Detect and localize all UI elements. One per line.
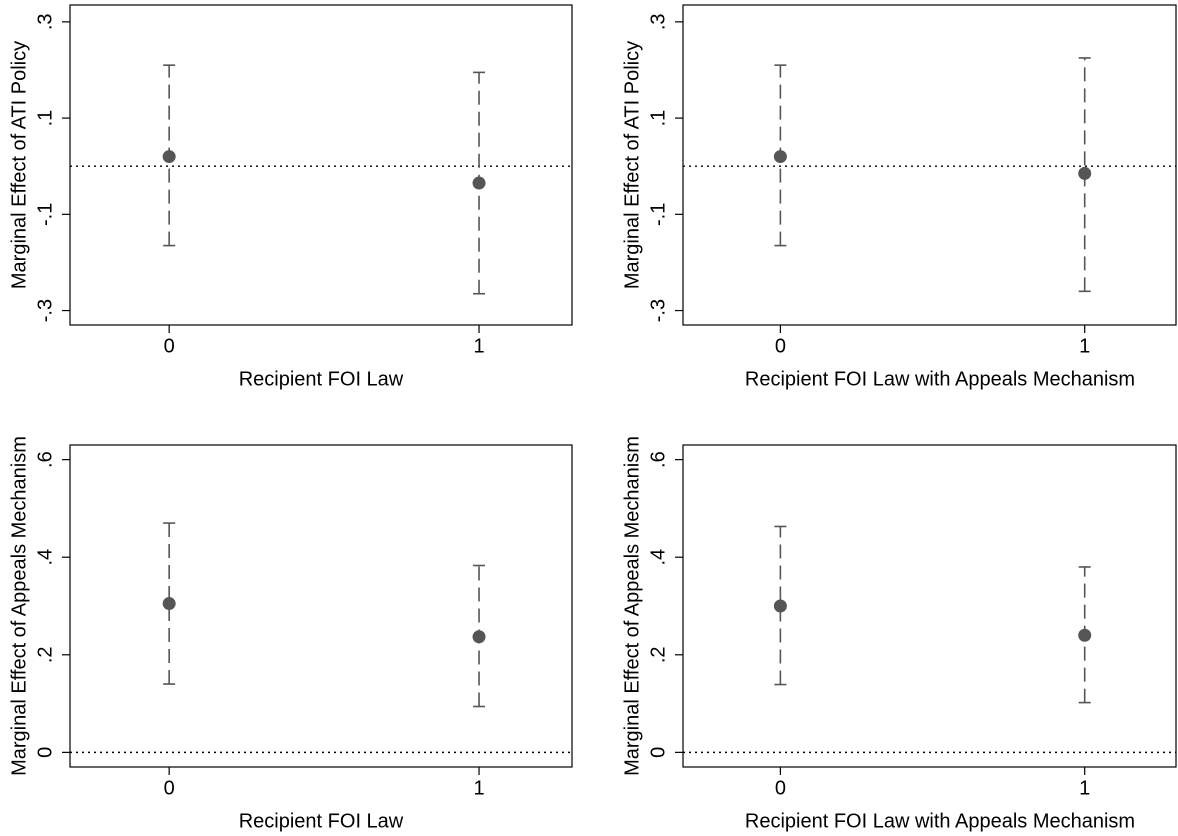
plot-frame bbox=[682, 444, 1177, 768]
y-tick-label: .6 bbox=[647, 451, 669, 468]
y-tick-label: .3 bbox=[34, 13, 56, 30]
plot-frame bbox=[69, 444, 573, 768]
y-axis-label: Marginal Effect of ATI Policy bbox=[8, 41, 30, 289]
y-tick-label: .2 bbox=[647, 646, 669, 663]
y-tick-label: .3 bbox=[647, 13, 669, 30]
plot-frame bbox=[682, 4, 1177, 326]
point bbox=[773, 599, 787, 613]
x-tick-label: 1 bbox=[1079, 335, 1090, 357]
y-tick-label: .4 bbox=[647, 549, 669, 566]
x-axis-label: Recipient FOI Law bbox=[239, 368, 404, 390]
point bbox=[162, 597, 176, 611]
x-tick-label: 1 bbox=[473, 777, 484, 799]
y-tick-label: 0 bbox=[34, 747, 56, 758]
point bbox=[1078, 628, 1092, 642]
x-axis-label: Recipient FOI Law with Appeals Mechanism bbox=[745, 810, 1135, 832]
x-tick-label: 0 bbox=[164, 335, 175, 357]
x-tick-label: 1 bbox=[1079, 777, 1090, 799]
x-tick-label: 0 bbox=[775, 777, 786, 799]
y-tick-label: -.3 bbox=[34, 299, 56, 322]
y-axis-label: Marginal Effect of Appeals Mechanism bbox=[8, 436, 30, 776]
y-tick-label: -.3 bbox=[647, 299, 669, 322]
x-axis-label: Recipient FOI Law with Appeals Mechanism bbox=[745, 368, 1135, 390]
point bbox=[472, 630, 486, 644]
y-tick-label: 0 bbox=[647, 747, 669, 758]
x-tick-label: 1 bbox=[473, 335, 484, 357]
y-tick-label: .4 bbox=[34, 549, 56, 566]
y-tick-label: -.1 bbox=[647, 203, 669, 226]
y-tick-label: .2 bbox=[34, 646, 56, 663]
y-tick-label: .6 bbox=[34, 451, 56, 468]
x-tick-label: 0 bbox=[775, 335, 786, 357]
y-tick-label: .1 bbox=[647, 110, 669, 127]
point bbox=[472, 176, 486, 190]
x-tick-label: 0 bbox=[164, 777, 175, 799]
y-tick-label: -.1 bbox=[34, 203, 56, 226]
point bbox=[162, 150, 176, 164]
y-axis-label: Marginal Effect of ATI Policy bbox=[621, 41, 643, 289]
point bbox=[1078, 166, 1092, 180]
y-tick-label: .1 bbox=[34, 110, 56, 127]
x-axis-label: Recipient FOI Law bbox=[239, 810, 404, 832]
point bbox=[773, 150, 787, 164]
plot-frame bbox=[69, 4, 573, 326]
y-axis-label: Marginal Effect of Appeals Mechanism bbox=[621, 436, 643, 776]
